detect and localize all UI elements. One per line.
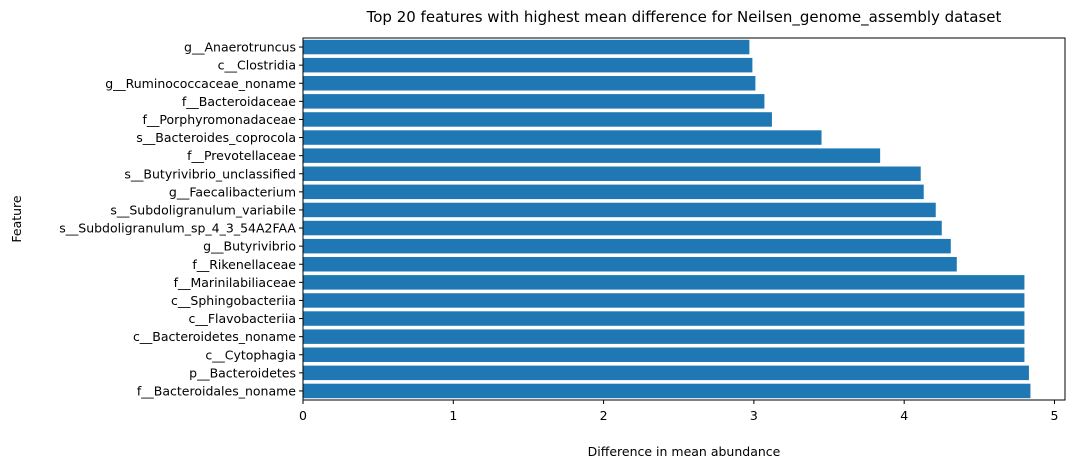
bar — [303, 238, 951, 254]
y-tick-label: s__Butyrivibrio_unclassified — [124, 166, 296, 181]
y-tick-label: c__Sphingobacteriia — [171, 293, 296, 308]
bar — [303, 184, 924, 200]
x-tick-label: 3 — [750, 408, 758, 423]
y-tick-label: g__Ruminococcaceae_noname — [105, 76, 296, 91]
bar — [303, 94, 765, 109]
y-tick-label: f__Bacteroidaceae — [182, 94, 296, 109]
bar — [303, 311, 1025, 326]
y-tick-label: c__Cytophagia — [205, 347, 296, 362]
y-tick-label: g__Anaerotruncus — [184, 40, 296, 55]
bar — [303, 275, 1025, 290]
bars-group — [303, 39, 1031, 399]
x-tick-label: 1 — [449, 408, 457, 423]
bar — [303, 257, 957, 272]
bar — [303, 329, 1025, 344]
bar — [303, 347, 1025, 362]
y-tick-label: g__Faecalibacterium — [169, 184, 296, 199]
bar — [303, 148, 881, 163]
bar — [303, 76, 756, 91]
y-tick-label: f__Prevotellaceae — [187, 148, 296, 163]
bar — [303, 365, 1029, 381]
bar — [303, 383, 1031, 399]
y-tick-label: p__Bacteroidetes — [189, 365, 296, 380]
y-axis-label: Feature — [9, 195, 24, 243]
y-tick-label: s__Bacteroides_coprocola — [136, 130, 296, 145]
x-tick-label: 0 — [299, 408, 307, 423]
bar — [303, 130, 822, 145]
bar — [303, 39, 750, 55]
y-tick-label: s__Subdoligranulum_sp_4_3_54A2FAA — [59, 221, 296, 236]
y-tick-label: s__Subdoligranulum_variabile — [110, 202, 296, 217]
bar — [303, 166, 921, 181]
x-tick-label: 4 — [900, 408, 908, 423]
y-tick-label: f__Bacteroidales_noname — [137, 383, 296, 398]
x-tick-label: 5 — [1051, 408, 1059, 423]
y-axis-ticks: f__Bacteroidales_noname p__Bacteroidetes c… — [59, 40, 303, 398]
bar — [303, 220, 942, 236]
bar — [303, 57, 753, 73]
y-tick-label: f__Porphyromonadaceae — [143, 112, 297, 127]
x-tick-label: 2 — [600, 408, 608, 423]
x-axis-label: Difference in mean abundance — [588, 444, 781, 459]
y-tick-label: c__Flavobacteriia — [188, 311, 296, 326]
plot-frame — [302, 37, 1066, 401]
chart-title: Top 20 features with highest mean differ… — [366, 8, 1002, 27]
y-tick-label: c__Clostridia — [218, 58, 296, 73]
y-tick-label: f__Marinilabiliaceae — [174, 275, 297, 290]
x-axis-ticks: 0 1 2 3 4 5 — [299, 400, 1058, 423]
y-tick-label: f__Rikenellaceae — [192, 257, 296, 272]
bar — [303, 293, 1025, 308]
y-tick-label: g__Butyrivibrio — [203, 239, 296, 254]
y-tick-label: c__Bacteroidetes_noname — [133, 329, 296, 344]
bar — [303, 112, 772, 127]
bar — [303, 202, 936, 218]
